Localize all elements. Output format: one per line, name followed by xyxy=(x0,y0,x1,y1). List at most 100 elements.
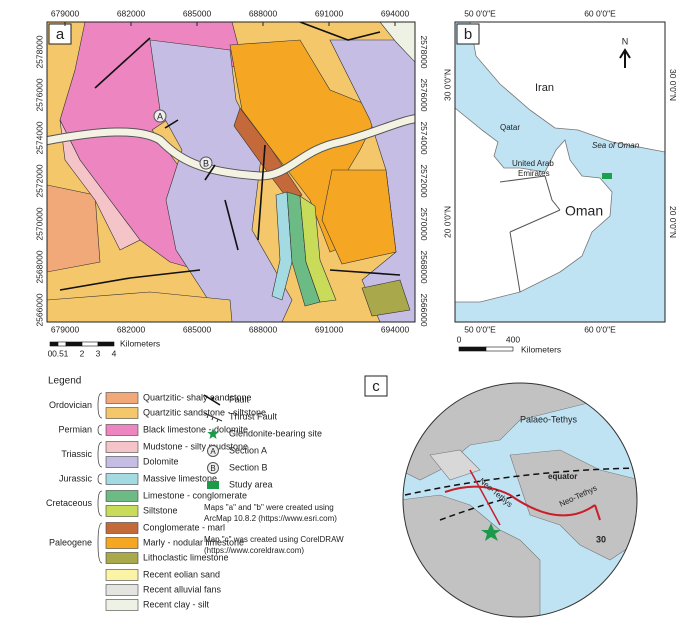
legend-swatch xyxy=(105,599,139,611)
section-symbol xyxy=(207,445,219,457)
legend-label: Dolomite xyxy=(143,456,179,466)
symbol-label: Thrust Fault xyxy=(229,411,278,421)
section-symbol xyxy=(207,462,219,474)
shape xyxy=(299,22,381,41)
shape xyxy=(619,48,631,68)
shape xyxy=(469,22,665,153)
y-coord-label: 2568000 xyxy=(34,250,44,283)
shape xyxy=(499,175,546,183)
note: Map "c" was created using CorelDRAW xyxy=(204,535,344,544)
legend-swatch xyxy=(105,537,139,549)
shape xyxy=(403,383,637,481)
x-coord-label: 679000 xyxy=(51,8,80,18)
scale-segment xyxy=(81,341,99,347)
place-label: Oman xyxy=(565,203,603,219)
y-coord-label: 2576000 xyxy=(419,78,429,111)
star-symbol xyxy=(207,428,219,439)
lat-label: 30 0'0"N xyxy=(668,69,678,101)
shape xyxy=(199,156,213,170)
shape xyxy=(469,469,501,526)
shape xyxy=(429,449,481,481)
globe-label: equator xyxy=(548,472,577,481)
lat-label: 20 0'0"N xyxy=(668,206,678,238)
shape xyxy=(153,109,167,123)
shape xyxy=(204,164,216,181)
scale-segment xyxy=(49,341,59,347)
legend-brace xyxy=(97,441,103,468)
lon-label: 50 0'0"E xyxy=(464,324,496,334)
north-label: N xyxy=(622,36,629,46)
legend-period: Triassic xyxy=(61,449,92,459)
legend-period: Ordovician xyxy=(49,400,92,410)
legend-swatch xyxy=(105,407,139,419)
scale-segment xyxy=(57,341,67,347)
legend-label: Lithoclastic limestone xyxy=(143,552,229,562)
shape xyxy=(164,119,179,129)
legend-label: Recent alluvial fans xyxy=(143,584,222,594)
legend-period: Jurassic xyxy=(59,473,93,483)
y-coord-label: 2576000 xyxy=(34,78,44,111)
y-coord-label: 2570000 xyxy=(34,207,44,240)
lat-label: 20 0'0"N xyxy=(442,206,452,238)
place-label: Emirates xyxy=(518,169,550,178)
legend-brace xyxy=(97,473,103,485)
scale-unit: Kilometers xyxy=(521,344,561,354)
scale-label: 2 xyxy=(80,348,85,358)
place-label: United Arab xyxy=(512,159,554,168)
legend-label: Massive limestone xyxy=(143,473,217,483)
note: Maps "a" and "b" were created using xyxy=(204,503,334,512)
symbol-label: Fault xyxy=(229,394,250,404)
legend-title: Legend xyxy=(48,376,81,387)
x-coord-label: 691000 xyxy=(315,324,344,334)
shape xyxy=(364,375,388,397)
shape xyxy=(509,449,637,561)
x-coord-label: 694000 xyxy=(381,8,410,18)
shape xyxy=(456,23,480,45)
shape xyxy=(257,144,266,241)
shape xyxy=(444,485,596,517)
shape xyxy=(602,173,612,179)
scale-label: 3 xyxy=(96,348,101,358)
symbol-legend: AB Fault Thrust Fault Glendonite-bearing si… xyxy=(203,394,322,489)
section-markers: A B xyxy=(153,109,213,170)
shape xyxy=(47,291,233,322)
legend-label: Marly - nodular limestone xyxy=(143,537,244,547)
place-label: Iran xyxy=(535,82,554,94)
symbol-label: Section A xyxy=(229,445,267,455)
legend-swatch xyxy=(105,392,139,404)
scale-label: 0.5 xyxy=(52,348,64,358)
shape xyxy=(94,37,151,89)
shape xyxy=(594,504,601,521)
shape xyxy=(454,21,666,323)
symbol-label: Glendonite-bearing site xyxy=(229,428,322,438)
globe-label: 30 xyxy=(596,534,606,544)
section-symbol-label: B xyxy=(210,464,215,473)
shape xyxy=(481,523,501,541)
legend-label: Recent clay - silt xyxy=(143,599,210,609)
shape xyxy=(402,382,638,618)
note: ArcMap 10.8.2 (https://www.esri.com) xyxy=(204,514,337,523)
lon-label: 50 0'0"E xyxy=(464,8,496,18)
x-coord-label: 688000 xyxy=(249,324,278,334)
legend-brace xyxy=(97,392,103,419)
legend-swatch xyxy=(105,584,139,596)
legend-swatch xyxy=(105,473,139,485)
legend-swatch xyxy=(105,441,139,453)
shape xyxy=(59,269,201,291)
legend-label: Quartzitic sandstone - siltstone xyxy=(143,407,266,417)
y-coord-label: 2572000 xyxy=(419,164,429,197)
y-coord-label: 2566000 xyxy=(34,293,44,326)
scale-label: 0 xyxy=(457,334,462,344)
y-coord-label: 2574000 xyxy=(34,121,44,154)
x-coord-label: 682000 xyxy=(117,324,146,334)
scale-unit: Kilometers xyxy=(120,338,160,348)
legend-label: Conglomerate - marl xyxy=(143,522,225,532)
shape xyxy=(321,169,397,265)
lon-label: 60 0'0"E xyxy=(584,8,616,18)
map-frame xyxy=(46,21,416,323)
legend-swatch xyxy=(105,569,139,581)
x-coord-label: 685000 xyxy=(183,8,212,18)
legend-swatch xyxy=(105,505,139,517)
legend-swatch xyxy=(105,552,139,564)
